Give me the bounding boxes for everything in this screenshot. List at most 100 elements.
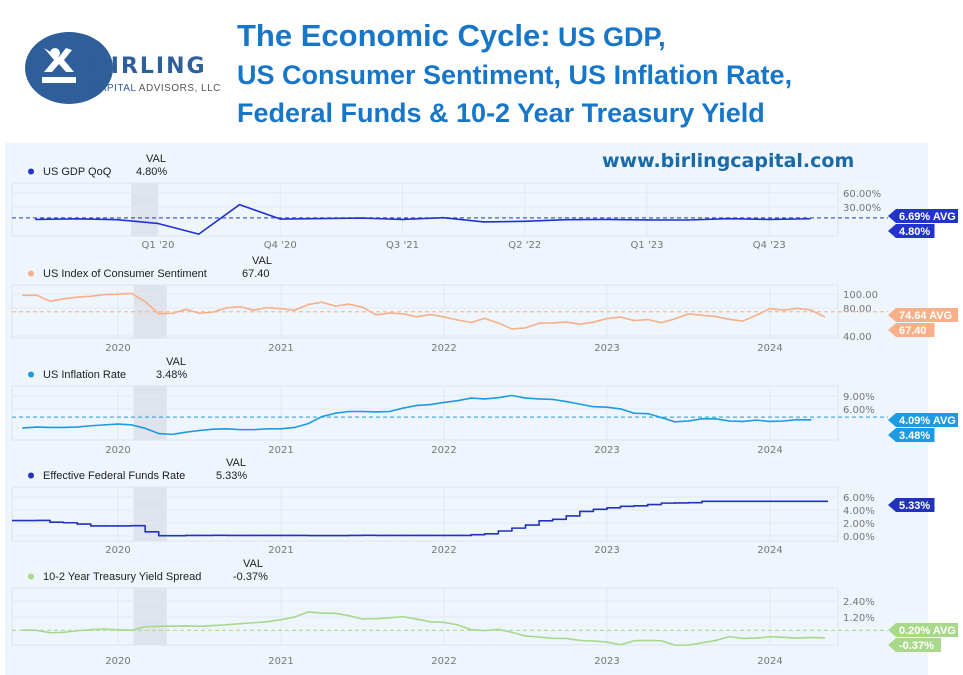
- data-point: [660, 416, 663, 419]
- data-point: [130, 292, 133, 295]
- data-point: [442, 216, 445, 219]
- data-point: [523, 220, 526, 223]
- data-point: [646, 639, 649, 642]
- data-point: [334, 305, 337, 307]
- x-tick-label: Q2 '22: [508, 240, 541, 251]
- data-point: [22, 294, 24, 297]
- data-point: [633, 639, 635, 642]
- average-badge-shape: [888, 413, 958, 427]
- data-point: [361, 534, 364, 537]
- data-point: [198, 429, 201, 432]
- data-point: [49, 521, 51, 523]
- data-point: [320, 217, 322, 220]
- data-point: [606, 406, 608, 408]
- data-point: [225, 623, 228, 626]
- y-tick-label: 0.00%: [843, 532, 875, 543]
- data-point: [320, 415, 323, 418]
- average-badge: 74.64 AVG: [899, 310, 952, 322]
- data-point: [809, 500, 812, 503]
- page-title: The Economic Cycle: US GDP, US Consumer …: [237, 18, 792, 128]
- value-badge: -0.37%: [899, 640, 934, 652]
- data-point: [579, 510, 581, 513]
- data-point: [796, 500, 798, 503]
- data-point: [280, 307, 282, 310]
- data-point: [171, 534, 174, 537]
- x-tick-label: 2023: [594, 545, 619, 556]
- data-point: [551, 398, 554, 401]
- data-point: [117, 423, 119, 425]
- y-tick-label: 100.00: [843, 290, 878, 301]
- data-point: [307, 303, 309, 306]
- legend-label: 10-2 Year Treasury Yield Spread: [43, 571, 201, 583]
- value-badge-shape: [888, 224, 935, 238]
- data-point: [538, 322, 540, 325]
- average-badge: 6.69% AVG: [899, 211, 956, 223]
- y-tick-label: 6.00%: [843, 493, 875, 504]
- data-point: [701, 418, 703, 420]
- data-point: [443, 401, 445, 404]
- data-point: [117, 525, 119, 527]
- data-point: [238, 203, 241, 206]
- data-point: [76, 296, 79, 299]
- average-badge-shape: [888, 209, 958, 223]
- data-point: [375, 411, 377, 413]
- data-point: [674, 318, 676, 320]
- title-line-1: The Economic Cycle: US GDP,: [237, 18, 666, 53]
- data-point: [361, 410, 364, 413]
- data-point: [456, 534, 459, 537]
- y-tick-label: 80.00: [843, 304, 872, 315]
- legend-dot-icon: [28, 371, 34, 378]
- data-point: [538, 520, 540, 522]
- recession-shading: [133, 487, 167, 541]
- data-point: [197, 233, 200, 235]
- data-point: [90, 295, 92, 298]
- data-point: [483, 221, 485, 223]
- data-point: [714, 500, 717, 503]
- data-point: [714, 639, 717, 642]
- data-point: [293, 534, 296, 537]
- legend-value: 3.48%: [156, 369, 187, 381]
- x-tick-label: 2023: [594, 343, 619, 354]
- x-tick-label: 2024: [757, 445, 782, 456]
- data-point: [606, 507, 608, 509]
- data-point: [185, 308, 187, 311]
- data-point: [511, 394, 513, 397]
- data-point: [144, 625, 146, 628]
- data-point: [551, 637, 554, 640]
- website-link[interactable]: www.birlingcapital.com: [602, 150, 854, 172]
- data-point: [307, 611, 309, 613]
- val-header: VAL: [252, 255, 272, 267]
- chart-panel-2: 9.00% 6.00% 2020 2021 2022 2023 2024 VAL US Infl…: [11, 356, 958, 456]
- data-point: [497, 628, 500, 631]
- logo-name: BIRLING: [92, 54, 207, 79]
- value-badge: 5.33%: [899, 500, 930, 512]
- legend-label: US Index of Consumer Sentiment: [43, 268, 207, 280]
- data-point: [361, 618, 364, 620]
- data-point: [334, 534, 337, 537]
- data-point: [76, 426, 79, 428]
- data-point: [497, 322, 500, 324]
- legend-value: 5.33%: [216, 470, 247, 482]
- x-tick-label: 2020: [105, 343, 130, 354]
- data-point: [619, 505, 622, 508]
- x-tick-label: 2021: [268, 445, 293, 456]
- data-point: [130, 524, 133, 527]
- data-point: [687, 644, 690, 646]
- data-point: [157, 312, 160, 315]
- data-point: [565, 321, 568, 323]
- data-point: [225, 427, 228, 430]
- data-point: [592, 405, 595, 408]
- series-line: [22, 611, 825, 646]
- y-tick-label: 6.00%: [843, 405, 875, 416]
- data-point: [334, 412, 337, 415]
- data-point: [592, 508, 595, 511]
- data-point: [606, 317, 608, 320]
- data-point: [239, 428, 242, 431]
- data-point: [212, 534, 214, 537]
- data-point: [674, 421, 676, 423]
- data-point: [701, 641, 703, 644]
- data-point: [605, 218, 608, 221]
- y-tick-label: 40.00: [843, 332, 872, 343]
- x-tick-label: 2020: [105, 656, 130, 667]
- data-point: [565, 515, 568, 517]
